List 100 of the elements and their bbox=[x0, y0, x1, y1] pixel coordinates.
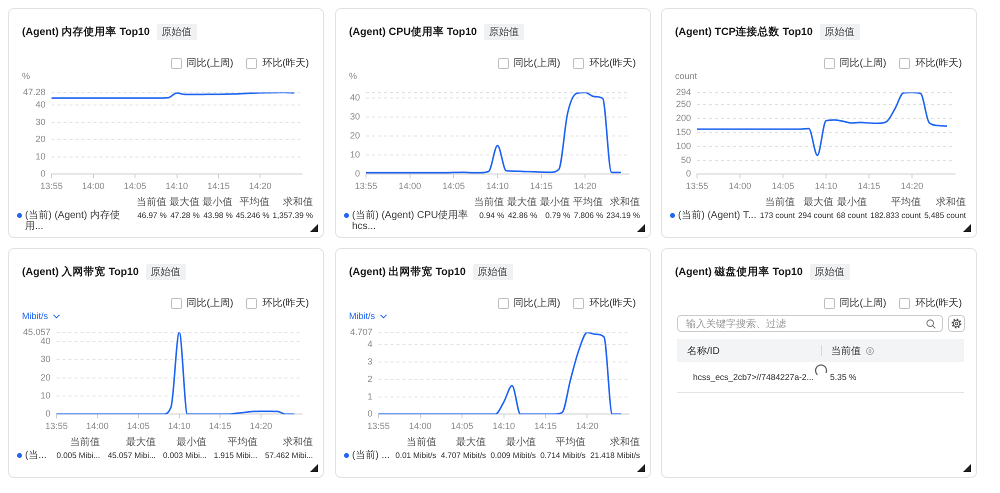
y-tick-label: 0 bbox=[686, 168, 692, 179]
x-tick-label: 14:20 bbox=[900, 181, 924, 192]
y-tick-label: 4.707 bbox=[350, 326, 373, 337]
text: 1,357.39 % bbox=[272, 210, 313, 222]
text: 同比(上周) bbox=[840, 56, 886, 70]
x-tick-label: 14:20 bbox=[248, 181, 272, 192]
text: 45.246 % bbox=[234, 210, 270, 222]
x-tick-label: 13:55 bbox=[40, 181, 63, 192]
text: 0.01 Mibit/s bbox=[394, 450, 436, 461]
text: 0.94 % bbox=[478, 210, 504, 222]
x-tick-label: 14:05 bbox=[124, 181, 146, 192]
line-series bbox=[378, 332, 622, 414]
legend-label: (当前) (Agent) T... bbox=[678, 210, 756, 221]
text: 5.35 % bbox=[830, 372, 856, 382]
search-field: 输入关键字搜索、过滤 bbox=[677, 315, 943, 332]
y-tick-label: 10 bbox=[350, 150, 360, 160]
text: 最小值 bbox=[176, 436, 207, 450]
text: 环比(昨天) bbox=[589, 296, 636, 310]
text: 最大值 bbox=[168, 196, 200, 210]
line-series bbox=[366, 92, 622, 174]
text: 环比(昨天) bbox=[262, 56, 309, 70]
text: 47.28 % bbox=[169, 210, 200, 222]
x-tick-label: 13:55 bbox=[367, 421, 390, 432]
chart-title: (Agent) 入网带宽 Top10 bbox=[22, 265, 139, 279]
line-series bbox=[56, 332, 295, 414]
text: 1.915 Mibi... bbox=[212, 450, 258, 461]
y-axis-title: Mibit/s bbox=[22, 311, 48, 321]
text: 43.98 % bbox=[202, 210, 233, 222]
legend-label: (当前) (Agent) 内存使用... bbox=[25, 210, 122, 232]
y-tick-label: 2 bbox=[368, 374, 373, 384]
x-tick-label: 14:20 bbox=[576, 421, 598, 432]
chart-subtitle: 原始值 bbox=[156, 24, 197, 40]
x-tick-label: 14:00 bbox=[86, 421, 109, 432]
y-tick-label: 30 bbox=[36, 116, 46, 127]
chart-title: (Agent) 出网带宽 Top10 bbox=[349, 265, 466, 279]
text: 求和值 bbox=[609, 436, 640, 450]
x-tick-label: 14:20 bbox=[574, 181, 596, 192]
y-tick-label: 200 bbox=[676, 113, 692, 124]
text: 平均值 bbox=[572, 196, 604, 210]
y-tick-label: 0 bbox=[368, 408, 373, 419]
text: 求和值 bbox=[935, 196, 966, 210]
y-tick-label: 40 bbox=[40, 336, 51, 346]
y-tick-label: 45.057 bbox=[22, 326, 51, 337]
x-tick-label: 14:20 bbox=[250, 421, 272, 432]
text: 234.19 % bbox=[605, 210, 640, 222]
text: 最大值 bbox=[802, 196, 834, 210]
chart-title: (Agent) 内存使用率 Top10 bbox=[22, 25, 150, 39]
y-axis-title: % bbox=[22, 71, 30, 81]
text: 同比(上周) bbox=[514, 296, 560, 310]
text: 4.707 Mibit/s bbox=[440, 450, 486, 461]
text: 环比(昨天) bbox=[915, 296, 962, 310]
text: 7.806 % bbox=[572, 210, 604, 222]
x-tick-label: 14:15 bbox=[858, 181, 880, 192]
chart-subtitle: 原始值 bbox=[820, 24, 860, 40]
legend-label: (当前) ... bbox=[352, 450, 390, 461]
text: 最大值 bbox=[124, 436, 156, 450]
x-tick-label: 14:05 bbox=[772, 181, 794, 192]
y-axis-title: Mibit/s bbox=[349, 311, 376, 321]
text: 当前值 bbox=[764, 196, 795, 210]
y-tick-label: 294 bbox=[676, 86, 692, 97]
y-tick-label: 20 bbox=[350, 130, 360, 141]
y-tick-label: 20 bbox=[40, 372, 51, 382]
text: 求和值 bbox=[282, 436, 313, 450]
x-tick-label: 13:55 bbox=[354, 181, 378, 192]
legend-label: (当前) (Agent) CPU使用率 hcs... bbox=[352, 210, 470, 232]
text: 平均值 bbox=[226, 436, 258, 450]
y-axis-title: count bbox=[675, 71, 698, 81]
text: 0.009 Mibit/s bbox=[489, 450, 536, 461]
chart-subtitle: 原始值 bbox=[472, 264, 513, 280]
text: 当前值 bbox=[473, 196, 504, 210]
x-tick-label: 14:00 bbox=[408, 421, 432, 432]
text: 求和值 bbox=[282, 196, 313, 210]
chart-title: (Agent) CPU使用率 Top10 bbox=[349, 25, 477, 39]
text: 5,485 count bbox=[923, 210, 966, 221]
y-tick-label: 47.28 bbox=[22, 86, 46, 97]
x-tick-label: 14:10 bbox=[165, 181, 188, 192]
x-tick-label: 14:15 bbox=[208, 421, 232, 432]
x-tick-label: 14:15 bbox=[207, 181, 230, 192]
text: 环比(昨天) bbox=[915, 56, 962, 70]
y-tick-label: 0 bbox=[46, 408, 51, 419]
text: 182.833 count bbox=[869, 210, 921, 221]
text: hcss_ecs_2cb7>//7484227a-2... bbox=[693, 372, 814, 382]
text: 同比(上周) bbox=[186, 56, 234, 70]
chart-subtitle: 原始值 bbox=[484, 24, 524, 40]
y-tick-label: 40 bbox=[36, 99, 46, 110]
text: 当前值 bbox=[405, 436, 436, 450]
text: 当前值 bbox=[136, 196, 167, 210]
text: 环比(昨天) bbox=[262, 296, 309, 310]
y-tick-label: 150 bbox=[676, 126, 692, 137]
y-tick-label: 0 bbox=[40, 168, 46, 179]
y-axis-title: % bbox=[349, 71, 358, 81]
text: 0.79 % bbox=[544, 210, 570, 222]
text: 平均值 bbox=[554, 436, 586, 450]
text: 同比(上周) bbox=[840, 296, 886, 310]
y-tick-label: 20 bbox=[36, 134, 46, 144]
x-tick-label: 14:05 bbox=[442, 181, 465, 192]
text: 最小值 bbox=[504, 436, 536, 450]
y-tick-label: 1 bbox=[368, 391, 373, 402]
text: 173 count bbox=[758, 210, 795, 221]
text: 68 count bbox=[835, 210, 868, 221]
